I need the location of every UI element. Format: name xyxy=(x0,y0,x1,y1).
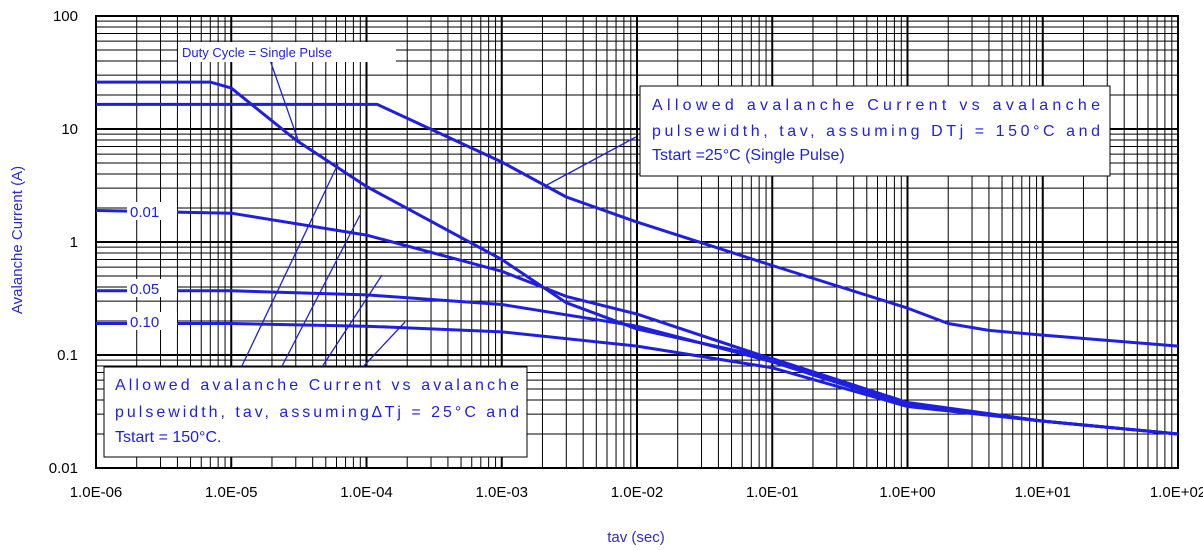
x-tick-label: 1.0E+00 xyxy=(879,484,935,501)
x-tick-label: 1.0E-03 xyxy=(475,484,528,501)
y-tick-label: 100 xyxy=(53,8,78,25)
annotation-leaders xyxy=(239,59,637,371)
leader-line xyxy=(319,274,383,371)
leader-line xyxy=(359,321,406,371)
x-tick-label: 1.0E+02 xyxy=(1150,484,1203,501)
series-label-005-text: 0.05 xyxy=(130,281,159,298)
note-150c-line-2: pulsewidth, tav, assuming∆Tj = 25°C and xyxy=(115,404,519,421)
note-150c-line-1: Allowed avalanche Current vs avalanche xyxy=(115,377,519,394)
series-label-010-text: 0.10 xyxy=(130,314,159,331)
series-label-001: 0.01 xyxy=(127,202,177,221)
x-tick-labels: 1.0E-06 1.0E-05 1.0E-04 1.0E-03 1.0E-02 1.0E-… xyxy=(70,484,1203,501)
series-label-010: 0.10 xyxy=(127,312,177,331)
duty-cycle-text: Duty Cycle = Single Pulse xyxy=(182,45,332,60)
leader-line xyxy=(239,163,339,371)
note-150c-line-3: Tstart = 150°C. xyxy=(115,429,221,446)
note-25c-line-1: Allowed avalanche Current vs avalanche xyxy=(652,97,1100,114)
duty-cycle-label: Duty Cycle = Single Pulse xyxy=(178,42,396,62)
x-tick-label: 1.0E-01 xyxy=(746,484,799,501)
series-label-001-text: 0.01 xyxy=(130,204,159,221)
leader-line xyxy=(279,214,361,371)
leader-line xyxy=(269,59,299,141)
series-label-005: 0.05 xyxy=(127,279,177,298)
x-tick-label: 1.0E-05 xyxy=(205,484,258,501)
y-axis-title: Avalanche Current (A) xyxy=(9,166,26,314)
x-tick-label: 1.0E-02 xyxy=(611,484,664,501)
x-tick-label: 1.0E-06 xyxy=(70,484,123,501)
note-25c-line-3: Tstart =25°C (Single Pulse) xyxy=(652,147,845,164)
y-tick-label: 0.1 xyxy=(57,347,78,364)
curve-series-4 xyxy=(96,102,1179,348)
curve-series-3 xyxy=(96,322,1179,436)
y-tick-label: 10 xyxy=(61,121,78,138)
x-axis-title: tav (sec) xyxy=(607,529,665,546)
note-box-25c: Allowed avalanche Current vs avalanche p… xyxy=(639,85,1111,177)
y-tick-label: 1 xyxy=(70,234,78,251)
x-tick-label: 1.0E+01 xyxy=(1015,484,1071,501)
plot-frame xyxy=(95,15,1179,469)
note-box-150c: Allowed avalanche Current vs avalanche p… xyxy=(103,366,528,458)
y-tick-label: 0.01 xyxy=(49,460,78,477)
note-25c-line-2: pulsewidth, tav, assuming DTj = 150°C an… xyxy=(652,123,1100,140)
y-tick-labels: 0.01 0.1 1 10 100 xyxy=(49,8,78,477)
leader-line xyxy=(544,136,637,187)
x-tick-label: 1.0E-04 xyxy=(340,484,393,501)
